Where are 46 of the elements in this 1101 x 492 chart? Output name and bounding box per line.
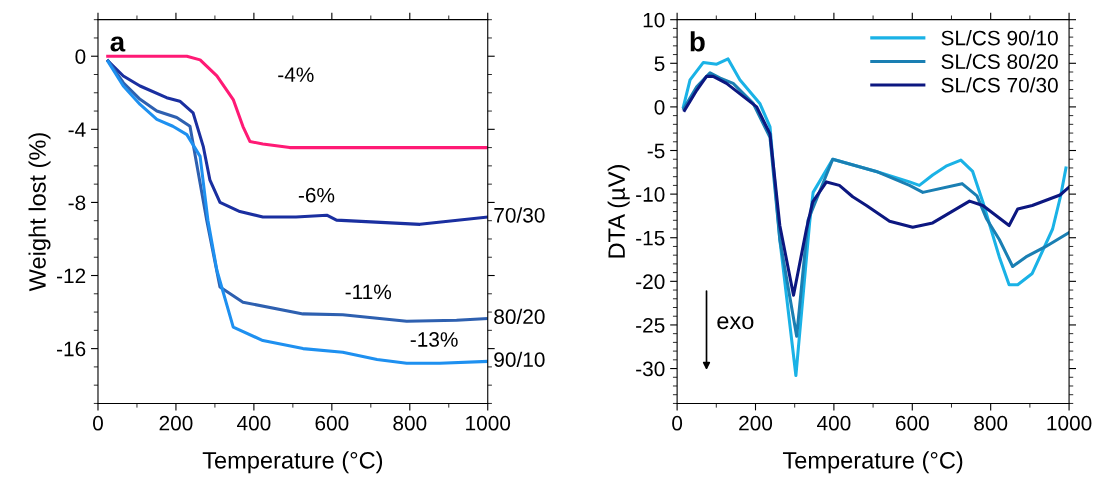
x-tick-label: 200 <box>739 415 773 431</box>
y-axis-title: Weight lost (%) <box>28 133 51 292</box>
annotation: -11% <box>345 284 392 300</box>
x-tick-label: 0 <box>672 415 683 431</box>
annotation: -13% <box>410 332 458 347</box>
line-series <box>106 54 488 150</box>
y-axis-title: DTA (µV) <box>607 165 630 258</box>
y-tick-label: -30 <box>636 361 665 377</box>
y-tick-label: 0 <box>75 49 86 64</box>
legend-label: SL/CS 80/20 <box>941 53 1058 69</box>
legend-label: SL/CS 70/30 <box>941 77 1058 93</box>
y-tick-label: -25 <box>636 317 665 333</box>
x-tick-label: 0 <box>93 415 103 431</box>
annotation: exo <box>717 316 754 330</box>
annotation: a <box>110 36 126 52</box>
line-series <box>683 74 1070 297</box>
y-tick-label: -5 <box>647 143 665 159</box>
legend-label: SL/CS 90/10 <box>941 30 1058 46</box>
y-tick-label: -12 <box>57 268 86 284</box>
y-tick-label: -10 <box>636 187 665 202</box>
y-tick-label: -8 <box>68 195 86 211</box>
x-tick-label: 800 <box>393 415 427 431</box>
y-tick-label: 10 <box>643 12 665 28</box>
line-series <box>106 59 488 226</box>
series-label: 70/30 <box>494 207 545 223</box>
series-label: 80/20 <box>494 308 545 325</box>
x-tick-label: 800 <box>974 415 1008 431</box>
y-tick-label: -20 <box>636 274 665 290</box>
x-tick-label: 400 <box>817 415 851 431</box>
x-tick-label: 600 <box>895 415 929 431</box>
y-tick-label: -15 <box>636 230 665 246</box>
series-label: 90/10 <box>494 351 545 367</box>
y-tick-label: -16 <box>57 341 86 357</box>
annotation: -4% <box>278 67 314 82</box>
x-axis-title: Temperature (°C) <box>782 451 963 474</box>
x-tick-label: 600 <box>315 415 349 431</box>
y-tick-label: 5 <box>654 56 665 72</box>
annotation: b <box>690 31 705 52</box>
x-tick-label: 400 <box>236 415 271 431</box>
y-tick-label: -4 <box>68 122 86 137</box>
x-tick-label: 1000 <box>1047 415 1092 431</box>
x-axis-title: Temperature (°C) <box>202 451 383 474</box>
annotation: -6% <box>298 187 335 203</box>
y-tick-label: 0 <box>654 99 665 115</box>
x-tick-label: 200 <box>159 415 193 431</box>
x-tick-label: 1000 <box>466 415 511 431</box>
